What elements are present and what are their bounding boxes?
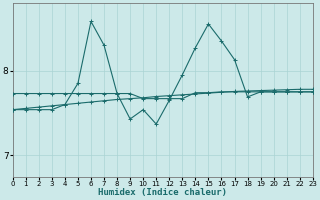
X-axis label: Humidex (Indice chaleur): Humidex (Indice chaleur) xyxy=(98,188,227,197)
